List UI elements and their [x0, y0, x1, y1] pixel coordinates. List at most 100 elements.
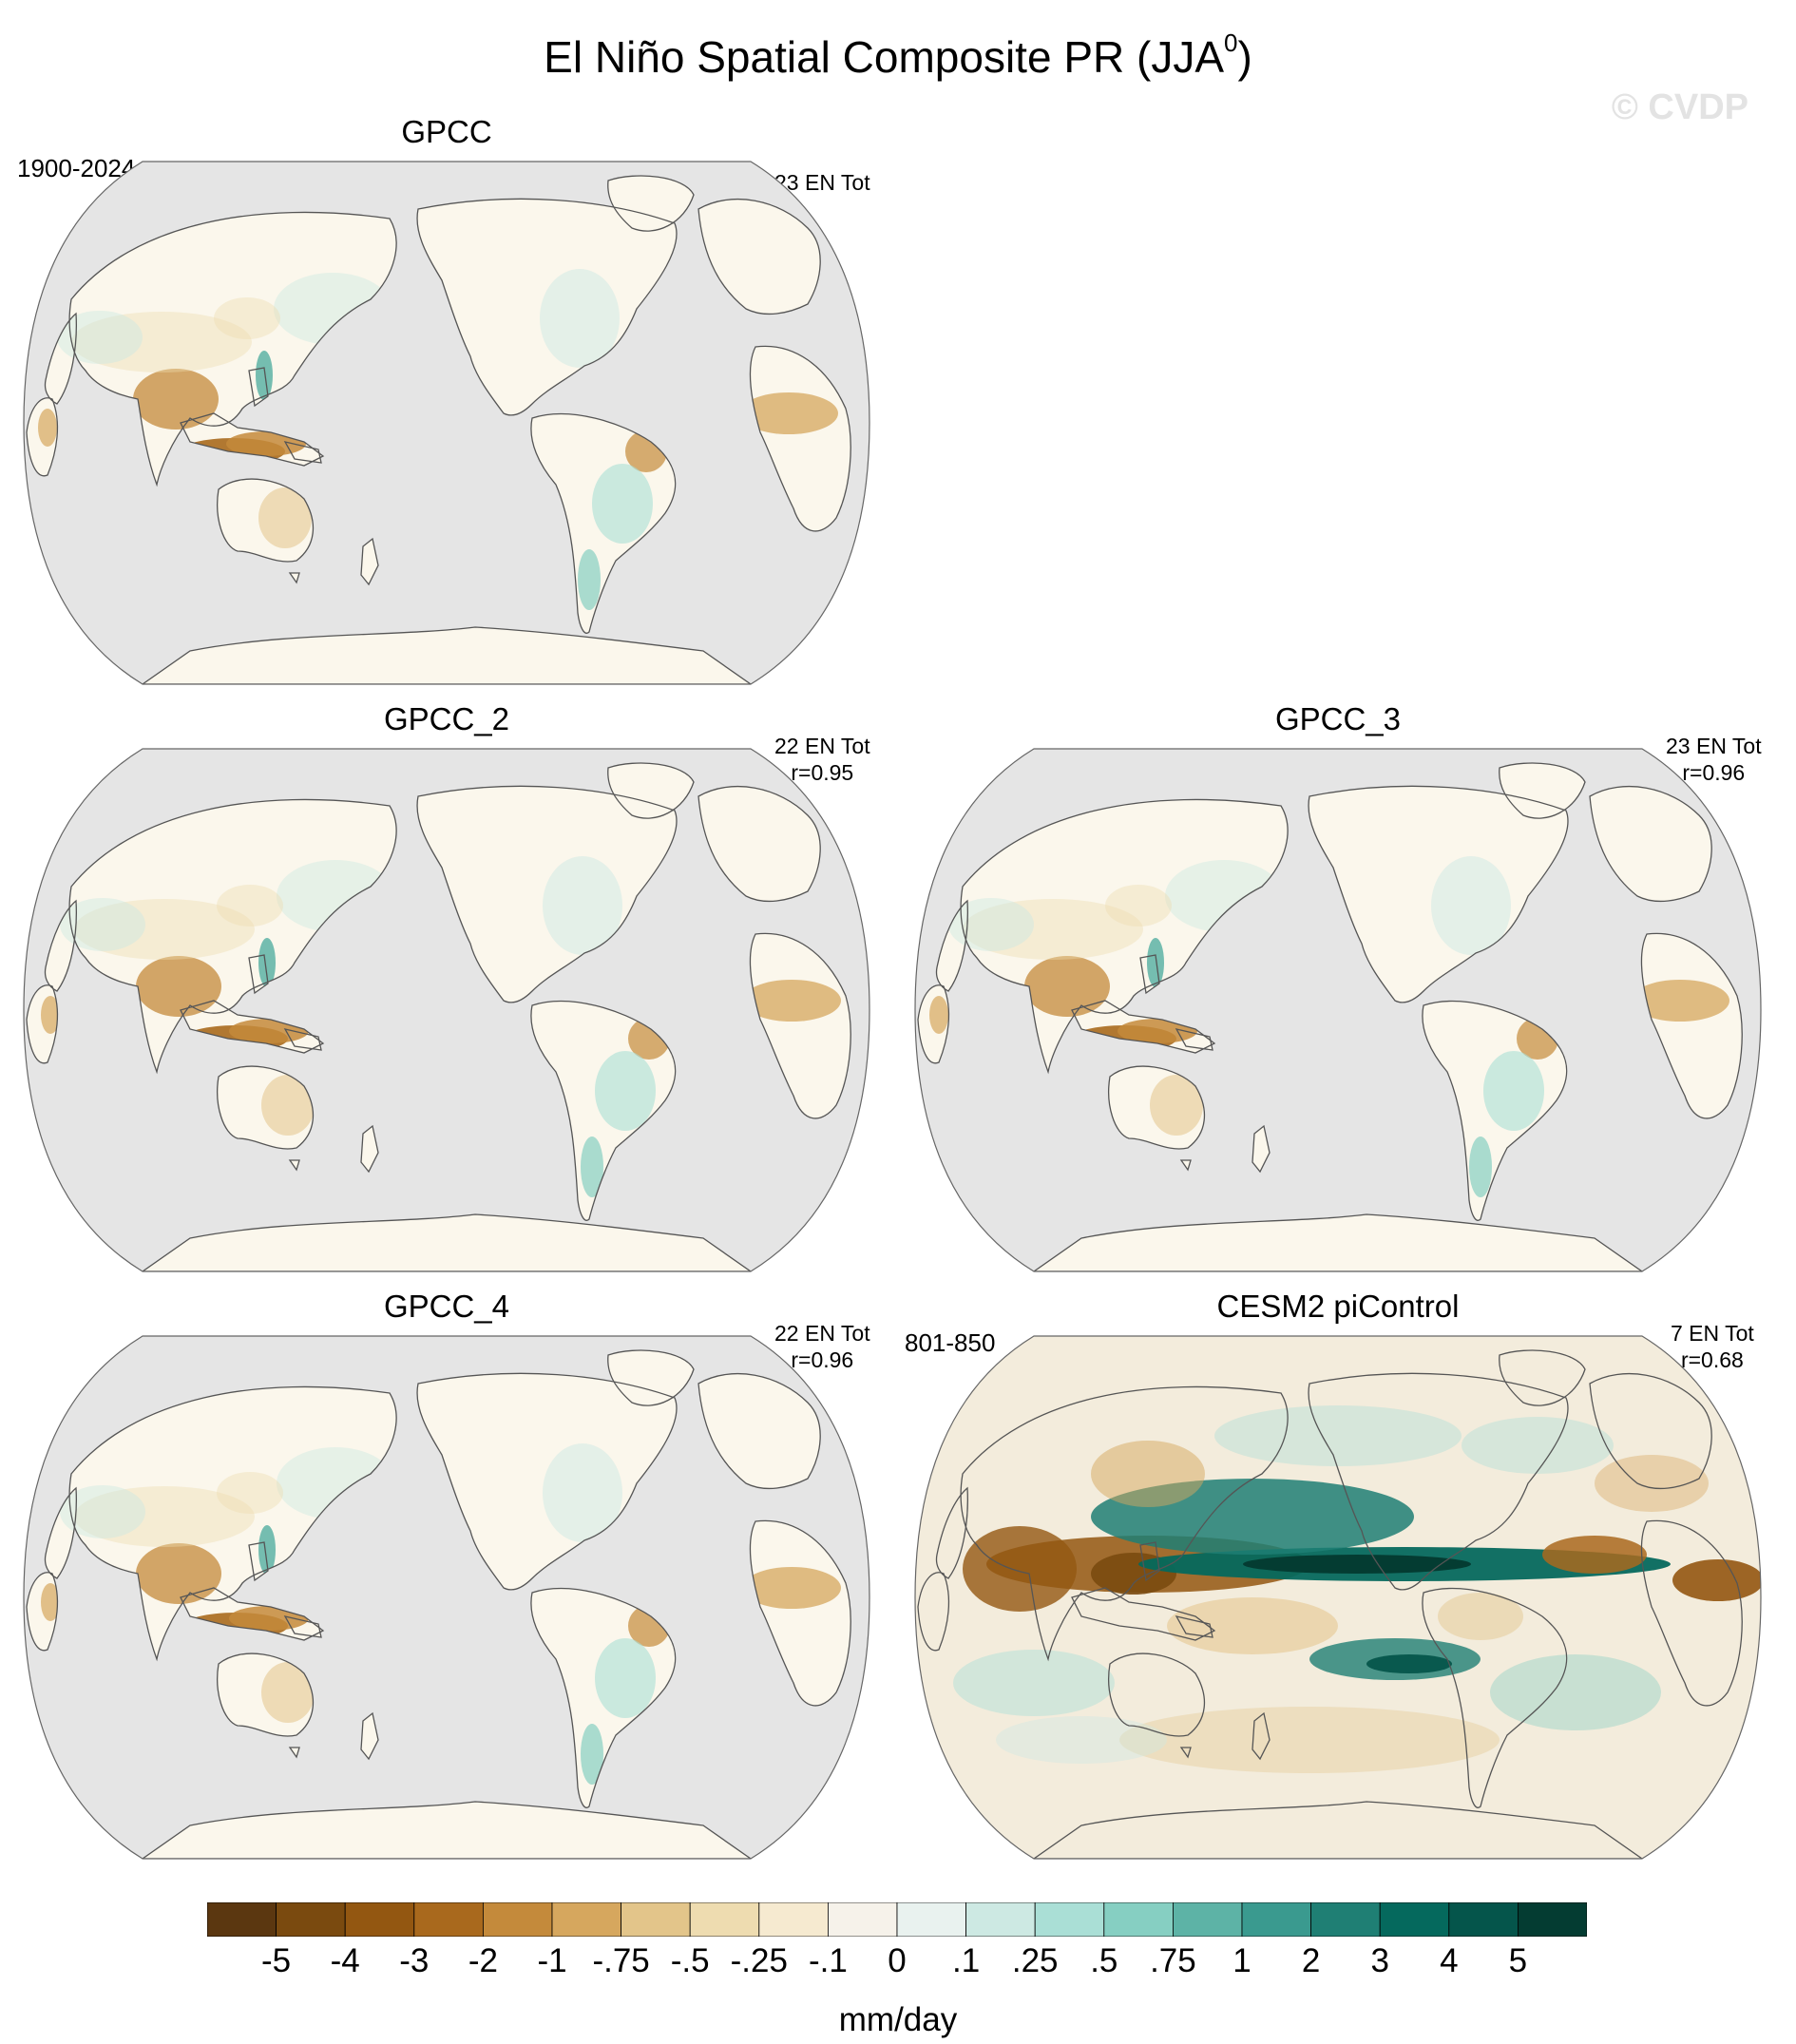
- anomaly-patch: [595, 1638, 656, 1718]
- land-antarctica: [143, 1214, 751, 1271]
- colorbar-swatch: [1310, 1902, 1381, 1937]
- land-europeR: [698, 199, 821, 315]
- coastline: [1308, 1372, 1569, 1591]
- coastline: [360, 1711, 379, 1761]
- anomaly-patch: [60, 898, 145, 951]
- anomaly-patch: [136, 1543, 221, 1604]
- land-greenland: [1499, 763, 1585, 819]
- anomaly-patch: [996, 1716, 1167, 1764]
- event-count: 22 EN Tot: [774, 1321, 870, 1346]
- correlation: r=0.95: [791, 760, 854, 785]
- land-antarctica: [143, 1802, 751, 1859]
- coastline: [960, 1385, 1289, 1662]
- coastline: [1640, 1519, 1743, 1707]
- colorbar-swatch: [828, 1902, 898, 1937]
- coastline: [749, 932, 851, 1119]
- coastline: [416, 785, 678, 1003]
- correlation: r=0.96: [1682, 760, 1746, 785]
- colorbar-swatch: [482, 1902, 553, 1937]
- anomaly-patch: [543, 1443, 622, 1542]
- coastline: [288, 1159, 300, 1172]
- anomaly-patch: [1150, 1075, 1203, 1136]
- colorbar-tick-label: 4: [1440, 1942, 1459, 1979]
- land-antarctica: [143, 627, 751, 684]
- map-panel-cesm2-picontrol: CESM2 piControl 801-850 7 EN Tot r=0.68: [891, 1289, 1785, 1878]
- coastline: [917, 984, 950, 1064]
- coastline: [288, 572, 300, 584]
- colorbar-swatch: [1518, 1902, 1587, 1937]
- anomaly-patch: [74, 1486, 255, 1547]
- coastline: [1179, 1159, 1192, 1172]
- map-panel-gpcc-3: GPCC_3 23 EN Tot r=0.96: [891, 701, 1785, 1290]
- colorbar-swatch: [344, 1902, 415, 1937]
- colorbar-tick-label: 0: [888, 1942, 907, 1979]
- colorbar-tick-label: -1: [537, 1942, 567, 1979]
- colorbar-tick-label: -.25: [730, 1942, 788, 1979]
- land-greenland: [607, 763, 694, 819]
- anomaly-patch: [41, 996, 60, 1034]
- coastline: [44, 899, 77, 992]
- anomaly-patch: [74, 899, 255, 960]
- coastline: [607, 1349, 695, 1406]
- colorbar-units: mm/day: [838, 2001, 958, 2038]
- coastline: [26, 1572, 59, 1652]
- coastline: [140, 1801, 754, 1859]
- anomaly-patch: [38, 409, 57, 447]
- coastline: [749, 1519, 851, 1707]
- anomaly-patch: [261, 1662, 315, 1723]
- world-map: [914, 748, 1762, 1272]
- coastline: [1589, 785, 1712, 903]
- map-panel-gpcc: GPCC 1900-2024 23 EN Tot: [0, 114, 893, 703]
- coastline: [180, 412, 325, 467]
- coastline: [530, 1587, 677, 1808]
- anomaly-patch: [60, 1485, 145, 1538]
- colorbar-swatch: [276, 1902, 346, 1937]
- map-border: [914, 1335, 1762, 1860]
- colorbar-swatch: [207, 1902, 277, 1937]
- anomaly-patch: [1542, 1536, 1647, 1574]
- coastline: [1108, 1652, 1206, 1737]
- coastline: [1031, 1801, 1645, 1859]
- anomaly-patch: [258, 1525, 276, 1575]
- anomaly-patch: [261, 1075, 315, 1136]
- coastline: [607, 175, 695, 232]
- anomaly-patch: [742, 980, 841, 1022]
- coastline: [248, 954, 269, 995]
- anomaly-patch: [258, 938, 276, 987]
- land-europeEdge: [45, 901, 77, 991]
- anomaly-patch: [1490, 1654, 1661, 1730]
- map-panel-gpcc-2: GPCC_2 22 EN Tot r=0.95: [0, 701, 893, 1290]
- world-map: [23, 161, 870, 685]
- coastline: [530, 1000, 677, 1221]
- colorbar-tick-label: .75: [1150, 1942, 1196, 1979]
- land-europeEdge: [45, 1488, 77, 1578]
- coastline: [697, 198, 821, 315]
- colorbar-swatch: [1241, 1902, 1311, 1937]
- coastline: [217, 1652, 315, 1737]
- anomaly-patch: [540, 269, 620, 368]
- coastline: [1175, 1028, 1213, 1051]
- colorbar-swatch: [621, 1902, 691, 1937]
- anomaly-patch: [214, 297, 280, 339]
- anomaly-patch: [742, 1567, 841, 1609]
- colorbar-tick-label: -.5: [670, 1942, 710, 1979]
- panel-title: GPCC: [401, 114, 492, 149]
- coastline: [248, 367, 269, 408]
- anomaly-patch: [578, 549, 601, 610]
- correlation: r=0.96: [791, 1347, 854, 1372]
- anomaly-patch: [226, 431, 306, 456]
- period-label: 801-850: [905, 1328, 996, 1357]
- coastline: [607, 762, 695, 819]
- anomaly-patch: [217, 885, 283, 926]
- colorbar-tick-label: -3: [399, 1942, 430, 1979]
- colorbar-swatch: [965, 1902, 1036, 1937]
- coastline: [44, 312, 77, 405]
- coastline: [180, 1587, 325, 1641]
- coastline: [217, 478, 315, 563]
- anomaly-patch: [217, 1472, 283, 1514]
- anomaly-patch: [739, 392, 838, 434]
- anomaly-patch: [1462, 1417, 1614, 1474]
- coastline: [26, 397, 59, 477]
- coastline: [416, 198, 678, 416]
- anomaly-patch: [1438, 1593, 1523, 1640]
